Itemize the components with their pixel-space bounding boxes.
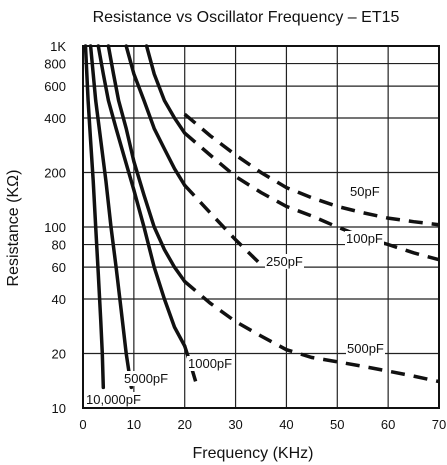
- series-group: [83, 44, 440, 390]
- series-label: 5000pF: [124, 371, 168, 386]
- series-dashed-50pf: [183, 112, 440, 227]
- series-label: 50pF: [350, 184, 380, 199]
- x-tick-labels: 0 10 20 30 40 50 60 70: [79, 417, 446, 432]
- series-label: 100pF: [346, 231, 383, 246]
- series-label-background: [349, 184, 381, 199]
- y-tick-label: 10: [52, 401, 66, 416]
- y-tick-label: 800: [44, 57, 66, 72]
- x-tick-label: 0: [79, 417, 86, 432]
- series-labels: 50pF 100pF 250pF 500pF 1000pF 5000pF 10,000pF: [85, 184, 385, 407]
- x-tick-label: 70: [432, 417, 446, 432]
- x-axis-label: Frequency (KHz): [193, 445, 314, 462]
- series-label-background: [346, 341, 385, 356]
- x-tick-label: 40: [279, 417, 293, 432]
- series-dashed-500pf: [183, 280, 440, 384]
- series-line-5000pf: [88, 44, 134, 390]
- y-tick-label: 80: [52, 238, 66, 253]
- series-label-background: [187, 356, 234, 371]
- series-dashed-1000pf: [183, 345, 200, 388]
- series-line-500pf: [106, 44, 187, 284]
- y-tick-label: 400: [44, 111, 66, 126]
- series-label: 1000pF: [188, 356, 232, 371]
- x-tick-label: 50: [330, 417, 344, 432]
- series-dashed-250pf: [183, 184, 263, 266]
- y-tick-label: 200: [44, 166, 66, 181]
- series-label-background: [265, 254, 304, 269]
- series-line-1000pf: [96, 44, 187, 348]
- series-label-background: [123, 371, 170, 386]
- x-tick-label: 20: [177, 417, 191, 432]
- y-tick-label: 100: [44, 220, 66, 235]
- series-line-100pf: [144, 44, 187, 135]
- series-label-background: [85, 392, 147, 407]
- series-dashed-100pf: [183, 131, 440, 262]
- x-tick-label: 10: [127, 417, 141, 432]
- x-tick-label: 30: [228, 417, 242, 432]
- series-label-background: [345, 231, 384, 246]
- series-label: 10,000pF: [86, 392, 141, 407]
- series-line-250pf: [124, 44, 187, 188]
- series-label: 250pF: [266, 254, 303, 269]
- y-tick-label: 40: [52, 292, 66, 307]
- series-label: 500pF: [347, 341, 384, 356]
- y-tick-labels: 10 20 40 60 80 100 200 400 600 800 1K: [44, 39, 66, 416]
- y-tick-label: 600: [44, 79, 66, 94]
- y-axis-label: Resistance (KΩ): [5, 170, 22, 287]
- y-tick-label: 20: [52, 347, 66, 362]
- x-tick-label: 60: [381, 417, 395, 432]
- y-tick-label: 1K: [50, 39, 66, 54]
- chart-title: Resistance vs Oscillator Frequency – ET1…: [93, 9, 400, 26]
- y-tick-label: 60: [52, 260, 66, 275]
- series-line-10000pf: [83, 44, 106, 390]
- plot-frame: [82, 45, 440, 409]
